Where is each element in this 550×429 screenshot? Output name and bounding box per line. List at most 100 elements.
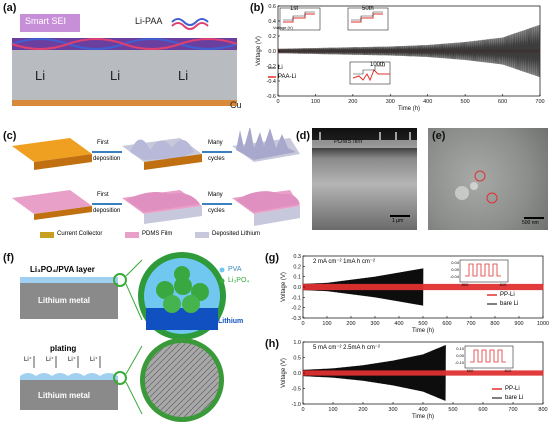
y-tick-label: -1.0 — [292, 402, 301, 408]
x-tick-label: 900 — [514, 321, 523, 327]
li-label: Li — [178, 68, 189, 83]
x-tick-label: 500 — [418, 321, 427, 327]
step-label: Many — [208, 192, 223, 198]
y-tick-label: -0.3 — [292, 316, 301, 322]
series-pp-li — [302, 283, 544, 291]
smart-sei-box — [20, 14, 80, 32]
smart-sei-label: Smart SEI — [25, 16, 67, 26]
ion-label: Li⁺ — [68, 357, 76, 363]
scale-bar-label: 1 μm — [392, 218, 404, 224]
y-axis-label: Voltage (V) — [281, 272, 287, 302]
x-tick-label: 100 — [328, 407, 337, 413]
legend-swatch-pdms — [125, 232, 139, 238]
legend-dot-li3po4 — [219, 278, 225, 284]
panel-a-diagram — [11, 14, 238, 106]
inset-trace-li — [351, 11, 383, 21]
y-tick-label: 0.5 — [293, 356, 301, 362]
pdms-film-band — [312, 140, 417, 148]
panel-label-c: (c) — [3, 130, 17, 142]
step-label: cycles — [208, 208, 225, 214]
series-pp-li — [302, 370, 544, 376]
lithium-metal-block — [12, 50, 237, 100]
legend-label: Deposited Lithium — [212, 231, 261, 237]
inset-label-1st: 1st — [290, 6, 299, 12]
li3po4-pva-layer — [20, 277, 118, 283]
panel-c-diagram — [12, 126, 300, 238]
legend-pp-li: PP-Li — [505, 386, 520, 392]
ion-label: Li⁺ — [90, 357, 98, 363]
y-tick-label: 0.0 — [293, 371, 301, 377]
legend-dot-pva — [219, 267, 225, 273]
lithium-metal-label: Lithium metal — [38, 296, 91, 305]
series-li — [277, 24, 541, 78]
x-tick-label: 700 — [535, 99, 544, 105]
x-tick-label: 0 — [301, 321, 304, 327]
scale-bar-label: 500 nm — [522, 220, 539, 226]
x-tick-label: 0 — [276, 99, 279, 105]
inset-y-tick-label: 0.00 — [451, 267, 460, 272]
li3po4-sphere — [156, 281, 174, 299]
condition-label: 5 mA cm⁻² 2.5mA h cm⁻² — [313, 345, 381, 351]
inset-y-tick-label: 0.10 — [456, 346, 465, 351]
y-tick-label: -0.4 — [267, 79, 276, 85]
li-label: Li — [35, 68, 46, 83]
panel-label-d: (d) — [296, 130, 311, 142]
li-paa-icon — [171, 18, 209, 26]
inset-trace-li — [283, 11, 315, 21]
polymer-chain — [11, 38, 238, 50]
x-tick-label: 400 — [394, 321, 403, 327]
zoom-circle — [113, 273, 127, 287]
inset-box — [459, 259, 509, 283]
x-tick-label: 600 — [442, 321, 451, 327]
li-paa-icon — [171, 22, 209, 30]
inset-trace-paa — [283, 13, 315, 23]
highlight-circle — [474, 170, 486, 182]
panel-e: (e) 500 nm — [428, 128, 548, 230]
inset-trace-paa — [352, 69, 390, 82]
inset-trace — [470, 349, 506, 363]
step-label: deposition — [93, 156, 121, 162]
panel-label-b: (b) — [250, 2, 265, 14]
panel-label-h: (h) — [265, 338, 280, 350]
lithium-metal-label-2: Lithium metal — [38, 391, 91, 400]
x-tick-label: 500 — [461, 99, 470, 105]
y-tick-label: 0.0 — [268, 49, 276, 55]
x-tick-label: 1000 — [537, 321, 549, 327]
condition-label: 2 mA cm⁻² 1mA h cm⁻² — [313, 259, 376, 265]
inset-x-tick-label: 600 — [467, 368, 474, 373]
panel-g: (g) 0 100 200 300 400 500 600 700 800 900 1000 -0.3… — [265, 250, 550, 338]
x-tick-label: 600 — [498, 99, 507, 105]
step-label: cycles — [208, 156, 225, 162]
lithium-metal-top — [20, 283, 118, 319]
y-tick-label: 1.0 — [293, 340, 301, 346]
li-paa-label: Li-PAA — [135, 16, 163, 26]
x-tick-label: 800 — [538, 407, 547, 413]
panel-label-f: (f) — [3, 252, 14, 264]
pdms-film-label: PDMS film — [334, 139, 363, 145]
li-label: Li — [110, 68, 121, 83]
chart-g: 0 100 200 300 400 500 600 700 800 900 1000 -0.3 -0.2… — [281, 254, 549, 334]
x-tick-label: 800 — [490, 321, 499, 327]
legend-pva: PVA — [228, 266, 242, 273]
y-tick-label: 0.2 — [268, 34, 276, 40]
x-tick-label: 500 — [448, 407, 457, 413]
panel-a: (a) Smart SEI Li-PAA Li Li Li Cu — [0, 0, 245, 115]
legend-bare-li: bare Li — [500, 301, 519, 307]
x-tick-label: 300 — [386, 99, 395, 105]
ion-label: Li⁺ — [24, 357, 32, 363]
legend-lithium: Lithium — [218, 318, 244, 325]
li3po4-sphere — [174, 277, 192, 295]
inset-ylabel: Voltage (V) — [273, 25, 293, 30]
pdms-film-slab — [12, 190, 92, 214]
inset-y-tick-label: -0.04 — [450, 274, 460, 279]
legend-swatch-collector — [40, 232, 54, 238]
step-label: deposition — [93, 208, 121, 214]
li3po4-sphere — [182, 295, 200, 313]
panel-e-image — [455, 170, 544, 219]
plating-layer — [20, 373, 118, 382]
zoom-circle — [113, 371, 127, 385]
step-label: First — [97, 140, 109, 146]
inset-x-tick-label: 810 — [500, 282, 507, 287]
y-axis-label: Voltage (V) — [281, 358, 287, 388]
panel-f: (f) — [0, 250, 260, 424]
